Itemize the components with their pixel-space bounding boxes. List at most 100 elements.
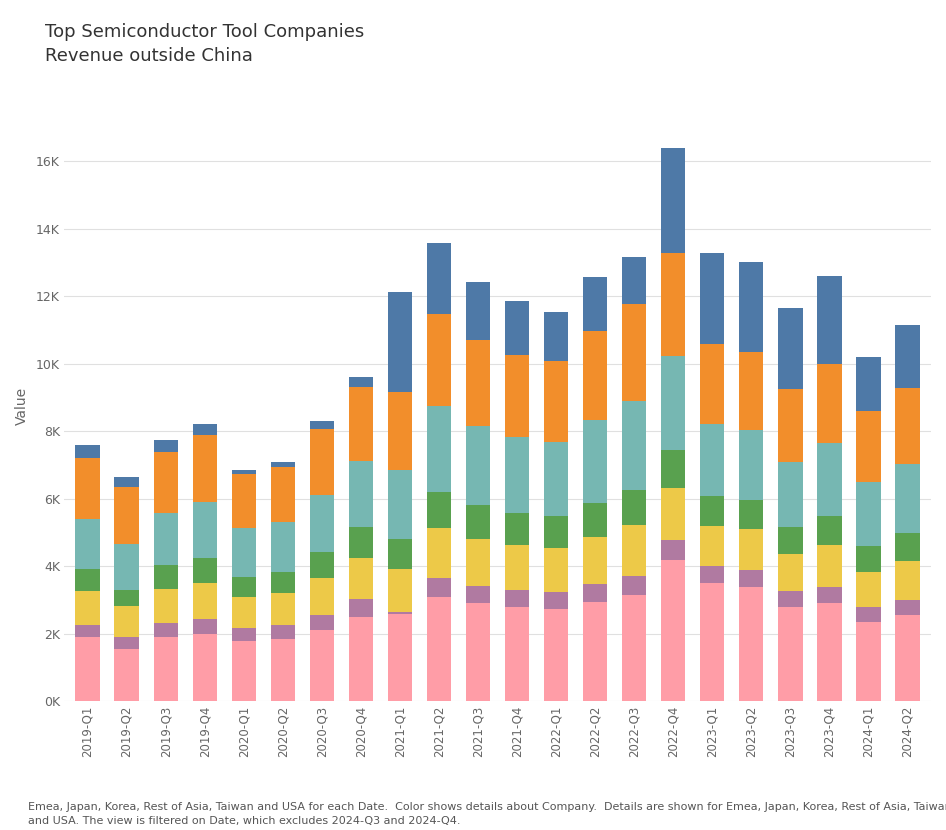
Bar: [427, 243, 451, 315]
Bar: [817, 443, 842, 515]
Bar: [739, 352, 763, 430]
Bar: [427, 579, 451, 597]
Bar: [622, 401, 646, 490]
Bar: [114, 637, 139, 649]
Bar: [505, 545, 529, 590]
Text: and USA. The view is filtered on Date, which excludes 2024-Q3 and 2024-Q4.: and USA. The view is filtered on Date, w…: [28, 816, 461, 826]
Bar: [661, 253, 686, 356]
Bar: [622, 595, 646, 701]
Bar: [817, 276, 842, 364]
Bar: [583, 536, 607, 583]
Bar: [349, 387, 373, 461]
Bar: [427, 597, 451, 701]
Bar: [466, 505, 490, 539]
Bar: [309, 631, 334, 701]
Bar: [622, 490, 646, 525]
Bar: [427, 491, 451, 528]
Bar: [309, 421, 334, 429]
Bar: [505, 607, 529, 701]
Bar: [896, 561, 920, 600]
Bar: [388, 613, 412, 701]
Bar: [114, 544, 139, 589]
Bar: [779, 554, 802, 591]
Bar: [779, 308, 802, 389]
Bar: [388, 292, 412, 392]
Bar: [661, 451, 686, 487]
Bar: [466, 426, 490, 505]
Bar: [349, 617, 373, 701]
Text: Revenue outside China: Revenue outside China: [45, 47, 254, 66]
Text: Emea, Japan, Korea, Rest of Asia, Taiwan and USA for each Date.  Color shows det: Emea, Japan, Korea, Rest of Asia, Taiwan…: [28, 802, 946, 812]
Bar: [505, 437, 529, 513]
Bar: [622, 576, 646, 595]
Text: Top Semiconductor Tool Companies: Top Semiconductor Tool Companies: [45, 23, 364, 42]
Bar: [779, 527, 802, 554]
Bar: [388, 539, 412, 569]
Bar: [76, 637, 99, 701]
Bar: [232, 474, 255, 528]
Bar: [232, 577, 255, 598]
Bar: [583, 503, 607, 536]
Bar: [856, 622, 881, 701]
Bar: [388, 392, 412, 470]
Bar: [427, 406, 451, 491]
Bar: [193, 558, 217, 583]
Bar: [232, 470, 255, 474]
Bar: [309, 615, 334, 631]
Bar: [309, 429, 334, 495]
Bar: [856, 357, 881, 412]
Bar: [544, 361, 569, 442]
Y-axis label: Value: Value: [15, 387, 29, 425]
Bar: [739, 500, 763, 530]
Bar: [193, 435, 217, 502]
Bar: [700, 525, 725, 566]
Bar: [661, 487, 686, 540]
Bar: [193, 618, 217, 634]
Bar: [817, 587, 842, 603]
Bar: [896, 600, 920, 615]
Bar: [271, 573, 295, 593]
Bar: [76, 445, 99, 458]
Bar: [153, 637, 178, 701]
Bar: [232, 627, 255, 641]
Bar: [466, 339, 490, 426]
Bar: [817, 515, 842, 545]
Bar: [349, 377, 373, 387]
Bar: [153, 565, 178, 589]
Bar: [896, 464, 920, 533]
Bar: [271, 593, 295, 625]
Bar: [661, 356, 686, 451]
Bar: [153, 440, 178, 452]
Bar: [583, 330, 607, 420]
Bar: [856, 546, 881, 572]
Bar: [349, 461, 373, 527]
Bar: [76, 569, 99, 591]
Bar: [779, 461, 802, 527]
Bar: [427, 528, 451, 579]
Bar: [583, 602, 607, 701]
Bar: [388, 612, 412, 613]
Bar: [309, 552, 334, 579]
Bar: [505, 300, 529, 354]
Bar: [271, 639, 295, 701]
Bar: [114, 589, 139, 607]
Bar: [349, 599, 373, 617]
Bar: [309, 495, 334, 552]
Bar: [583, 420, 607, 503]
Bar: [427, 315, 451, 406]
Bar: [739, 262, 763, 352]
Bar: [622, 257, 646, 305]
Bar: [232, 528, 255, 577]
Bar: [76, 591, 99, 625]
Bar: [700, 496, 725, 525]
Bar: [76, 519, 99, 569]
Bar: [896, 533, 920, 561]
Bar: [232, 598, 255, 627]
Bar: [544, 516, 569, 548]
Bar: [700, 583, 725, 701]
Bar: [271, 466, 295, 522]
Bar: [583, 583, 607, 602]
Bar: [76, 458, 99, 519]
Bar: [856, 482, 881, 546]
Bar: [779, 591, 802, 607]
